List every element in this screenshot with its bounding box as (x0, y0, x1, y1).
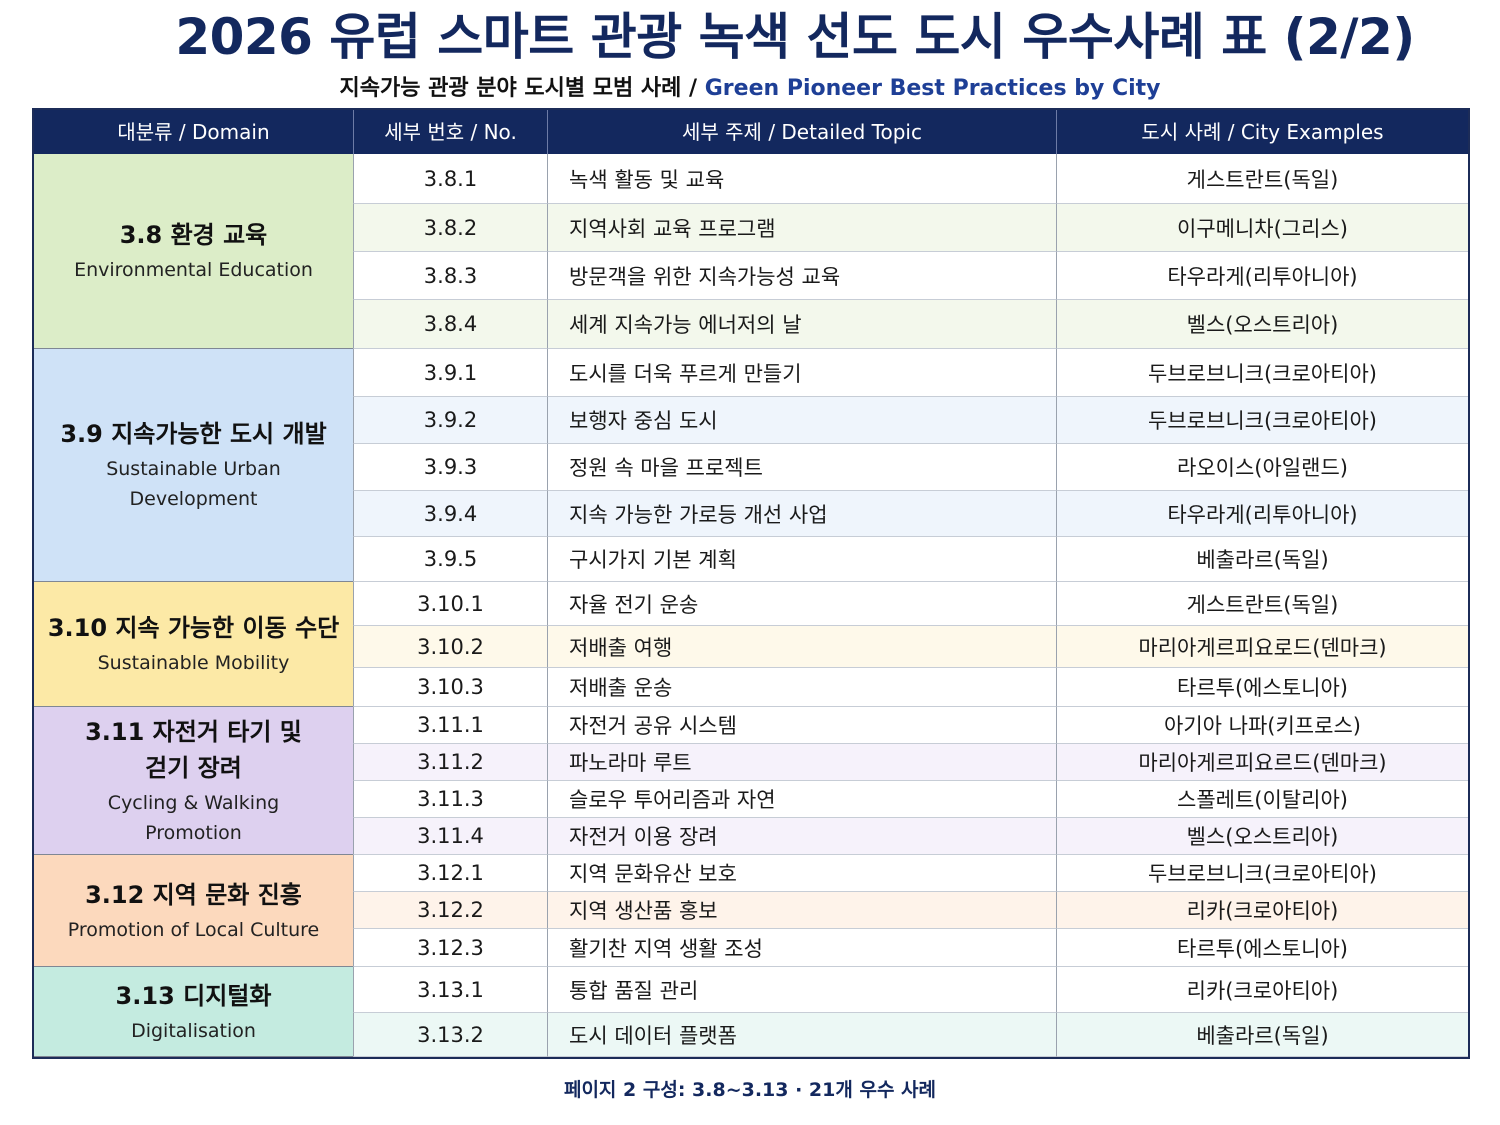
domain-cell: 3.13 디지털화 Digitalisation (34, 967, 353, 1057)
row-number: 3.8.1 (353, 154, 547, 204)
domain-name-korean: 3.10 지속 가능한 이동 수단 (47, 614, 340, 642)
row-number: 3.11.4 (353, 818, 547, 855)
row-city: 스폴레트(이탈리아) (1056, 781, 1468, 818)
row-city: 벨스(오스트리아) (1056, 818, 1468, 855)
row-city: 타우라게(리투아니아) (1056, 491, 1468, 537)
row-topic: 구시가지 기본 계획 (547, 537, 1056, 582)
row-topic: 녹색 활동 및 교육 (547, 154, 1056, 204)
row-number: 3.9.4 (353, 491, 547, 537)
row-number: 3.9.5 (353, 537, 547, 582)
row-topic: 세계 지속가능 에너저의 날 (547, 300, 1056, 349)
domain-name-korean: 3.9 지속가능한 도시 개발 (60, 420, 327, 448)
row-city: 마리아게르피요로드(덴마크) (1056, 626, 1468, 668)
domain-name-korean: 3.12 지역 문화 진흥 (85, 880, 302, 909)
domain-cell: 3.11 자전거 타기 및 걷기 장려 Cycling & Walking Pro… (34, 707, 353, 855)
row-topic: 도시를 더욱 푸르게 만들기 (547, 349, 1056, 397)
subtitle-english: Green Pioneer Best Practices by City (704, 76, 1161, 101)
row-city: 게스트란트(독일) (1056, 582, 1468, 626)
row-topic: 지속 가능한 가로등 개선 사업 (547, 491, 1056, 537)
header-number: 세부 번호 / No. (353, 110, 547, 154)
row-topic: 보행자 중심 도시 (547, 397, 1056, 444)
row-number: 3.8.4 (353, 300, 547, 349)
row-number: 3.8.2 (353, 204, 547, 252)
row-city: 두브로브니크(크로아티아) (1056, 397, 1468, 444)
row-number: 3.8.3 (353, 252, 547, 300)
row-topic: 통합 품질 관리 (547, 967, 1056, 1013)
row-city: 베출라르(독일) (1056, 537, 1468, 582)
row-number: 3.12.3 (353, 929, 547, 967)
domain-name-english: Sustainable Mobility (97, 652, 290, 674)
row-city: 리카(크로아티아) (1056, 967, 1468, 1013)
header-domain: 대분류 / Domain (34, 110, 353, 154)
header-city: 도시 사례 / City Examples (1056, 110, 1468, 154)
domain-name-english: Environmental Education (74, 259, 313, 281)
row-number: 3.12.1 (353, 855, 547, 892)
row-number: 3.10.1 (353, 582, 547, 626)
row-city: 게스트란트(독일) (1056, 154, 1468, 204)
row-city: 마리아게르피요르드(덴마크) (1056, 744, 1468, 781)
domain-name-korean: 3.8 환경 교육 (119, 221, 268, 249)
row-city: 타우라게(리투아니아) (1056, 252, 1468, 300)
row-number: 3.10.2 (353, 626, 547, 668)
row-city: 라오이스(아일랜드) (1056, 444, 1468, 491)
row-topic: 활기찬 지역 생활 조성 (547, 929, 1056, 967)
row-topic: 방문객을 위한 지속가능성 교육 (547, 252, 1056, 300)
row-number: 3.11.3 (353, 781, 547, 818)
row-number: 3.11.1 (353, 707, 547, 744)
page-title: 2026 유럽 스마트 관광 녹색 선도 도시 우수사례 표 (2/2) (175, 8, 1415, 66)
row-number: 3.9.1 (353, 349, 547, 397)
row-topic: 슬로우 투어리즘과 자연 (547, 781, 1056, 818)
domain-name-english: Sustainable Urban Development (106, 458, 281, 510)
domain-name-english: Promotion of Local Culture (67, 918, 320, 941)
row-number: 3.12.2 (353, 892, 547, 929)
row-topic: 정원 속 마을 프로젝트 (547, 444, 1056, 491)
page-subtitle: 지속가능 관광 분야 도시별 모범 사례 / Green Pioneer Bes… (0, 72, 1500, 106)
row-topic: 지역 문화유산 보호 (547, 855, 1056, 892)
row-number: 3.11.2 (353, 744, 547, 781)
domain-name-korean: 3.11 자전거 타기 및 걷기 장려 (85, 717, 302, 782)
header-topic: 세부 주제 / Detailed Topic (547, 110, 1056, 154)
row-topic: 자전거 공유 시스템 (547, 707, 1056, 744)
row-topic: 저배출 운송 (547, 668, 1056, 707)
row-topic: 도시 데이터 플랫폼 (547, 1013, 1056, 1057)
row-city: 타르투(에스토니아) (1056, 668, 1468, 707)
row-number: 3.13.1 (353, 967, 547, 1013)
row-number: 3.10.3 (353, 668, 547, 707)
domain-cell: 3.12 지역 문화 진흥 Promotion of Local Culture (34, 855, 353, 967)
row-topic: 파노라마 루트 (547, 744, 1056, 781)
row-number: 3.13.2 (353, 1013, 547, 1057)
domain-name-korean: 3.13 디지털화 (115, 981, 272, 1010)
row-city: 리카(크로아티아) (1056, 892, 1468, 929)
row-city: 이구메니차(그리스) (1056, 204, 1468, 252)
domain-cell: 3.8 환경 교육 Environmental Education (34, 154, 353, 349)
row-topic: 지역 생산품 홍보 (547, 892, 1056, 929)
domain-cell: 3.9 지속가능한 도시 개발 Sustainable Urban Develop… (34, 349, 353, 582)
domain-name-english: Cycling & Walking Promotion (107, 791, 280, 844)
row-topic: 자율 전기 운송 (547, 582, 1056, 626)
row-number: 3.9.3 (353, 444, 547, 491)
row-topic: 저배출 여행 (547, 626, 1056, 668)
row-city: 타르투(에스토니아) (1056, 929, 1468, 967)
row-topic: 자전거 이용 장려 (547, 818, 1056, 855)
row-city: 아기아 나파(키프로스) (1056, 707, 1468, 744)
domain-cell: 3.10 지속 가능한 이동 수단 Sustainable Mobility (34, 582, 353, 707)
subtitle-korean: 지속가능 관광 분야 도시별 모범 사례 / (339, 76, 698, 101)
domain-name-english: Digitalisation (131, 1019, 256, 1042)
best-practices-table: 대분류 / Domain 세부 번호 / No. 세부 주제 / Detaile… (32, 108, 1470, 1059)
row-city: 베출라르(독일) (1056, 1013, 1468, 1057)
row-city: 두브로브니크(크로아티아) (1056, 349, 1468, 397)
row-city: 벨스(오스트리아) (1056, 300, 1468, 349)
row-topic: 지역사회 교육 프로그램 (547, 204, 1056, 252)
page-footer: 페이지 2 구성: 3.8~3.13 · 21개 우수 사례 (563, 1079, 937, 1101)
row-number: 3.9.2 (353, 397, 547, 444)
row-city: 두브로브니크(크로아티아) (1056, 855, 1468, 892)
